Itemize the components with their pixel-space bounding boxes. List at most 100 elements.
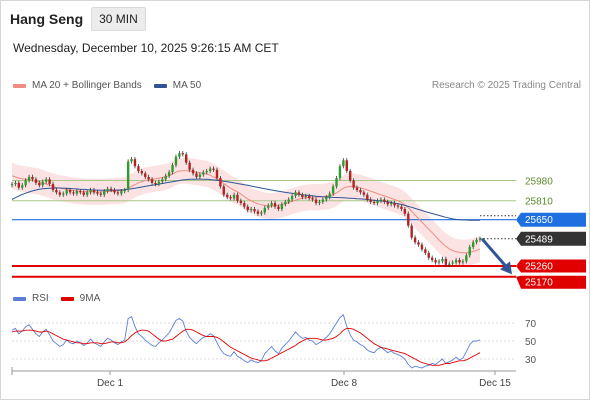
candle-body — [48, 179, 51, 185]
candle-body — [328, 193, 331, 198]
candle-body — [167, 172, 171, 176]
legend-rsi-label: RSI — [32, 293, 49, 304]
candle — [471, 240, 475, 250]
candle — [413, 235, 417, 245]
candle-body — [287, 199, 290, 202]
x-tick-label: Dec 15 — [479, 378, 511, 389]
candle-body — [294, 192, 297, 196]
candle — [260, 210, 263, 216]
candle — [461, 259, 465, 265]
candle-body — [55, 190, 58, 193]
candle — [239, 198, 243, 206]
candle — [379, 197, 383, 203]
candle — [359, 187, 362, 195]
candle — [154, 180, 157, 187]
candle-body — [188, 162, 191, 170]
candle — [178, 151, 181, 159]
candle — [465, 253, 468, 264]
candle — [290, 193, 294, 202]
candle-body — [133, 159, 137, 167]
candle — [144, 171, 147, 180]
candle — [249, 206, 253, 213]
candle-body — [444, 258, 448, 265]
candle — [396, 203, 400, 209]
candle-body — [191, 169, 195, 174]
candle — [167, 170, 171, 178]
x-tick-label: Dec 8 — [331, 378, 358, 389]
candle-body — [441, 258, 444, 262]
candle — [280, 202, 284, 212]
timestamp: Wednesday, December 10, 2025 9:26:15 AM … — [13, 41, 279, 55]
candle — [89, 187, 92, 195]
candle — [362, 190, 366, 197]
level-label-25650: 25650 — [525, 215, 553, 226]
timeframe-badge[interactable]: 30 MIN — [91, 7, 146, 31]
candle — [10, 181, 14, 188]
candle — [229, 194, 232, 201]
candle-body — [116, 192, 120, 194]
candle — [48, 177, 51, 187]
candle-body — [174, 156, 178, 166]
candle — [417, 240, 420, 247]
candle — [212, 166, 215, 172]
candle-body — [304, 195, 307, 198]
level-label-25170: 25170 — [525, 278, 553, 289]
candle-body — [280, 204, 284, 209]
candle-body — [229, 197, 232, 199]
candle — [263, 205, 266, 215]
candle — [325, 194, 328, 202]
candle-body — [403, 209, 407, 214]
candle-body — [427, 252, 430, 258]
candle — [208, 166, 212, 174]
candle-body — [475, 239, 478, 243]
candle-body — [465, 255, 468, 262]
candle-body — [273, 203, 277, 207]
candle — [14, 180, 17, 187]
forecast-arrow — [480, 237, 512, 275]
candle-body — [103, 191, 106, 195]
candle-body — [451, 262, 454, 264]
candle-body — [400, 206, 403, 209]
candle-body — [311, 198, 314, 200]
x-axis: Dec 1 Dec 8 Dec 15 — [11, 367, 516, 389]
candle — [164, 173, 167, 182]
main-legend: MA 20 + Bollinger Bands MA 50 — [13, 80, 213, 91]
candle-body — [352, 180, 355, 188]
candle — [256, 209, 260, 216]
candle — [437, 259, 441, 265]
candle-body — [239, 200, 243, 204]
candle-body — [321, 199, 325, 202]
candle — [335, 175, 338, 189]
candle — [58, 190, 62, 197]
chart-header: Hang Seng 30 MIN — [10, 7, 146, 31]
candle-body — [355, 187, 359, 190]
candle-body — [150, 179, 154, 183]
candle — [44, 177, 48, 184]
candle-body — [195, 173, 198, 177]
candle — [188, 160, 191, 172]
candles — [10, 151, 482, 267]
candle-body — [68, 190, 72, 193]
candle — [314, 197, 318, 206]
candle — [246, 204, 249, 213]
candle — [448, 261, 451, 267]
candle — [451, 260, 454, 266]
candle-body — [185, 154, 188, 163]
forecast-arrow-shaft — [480, 237, 508, 268]
candle-body — [38, 182, 41, 186]
candle-body — [113, 190, 116, 193]
forecast-arrow-head — [500, 261, 512, 275]
rsi-tick-70: 70 — [525, 319, 537, 330]
level-tag-25650 — [516, 212, 586, 227]
candle-body — [297, 192, 301, 195]
candle — [297, 190, 301, 197]
legend-rsi-swatch — [13, 296, 26, 301]
candle-body — [314, 199, 318, 204]
rsi-tick-30: 30 — [525, 355, 537, 366]
candle-body — [448, 263, 451, 265]
candle — [236, 192, 239, 203]
candle — [161, 177, 164, 184]
candle-body — [222, 186, 225, 195]
candle — [321, 197, 325, 205]
